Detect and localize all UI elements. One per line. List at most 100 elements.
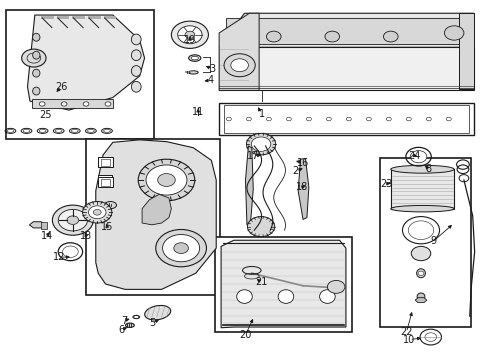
Text: 3: 3: [209, 64, 215, 74]
Circle shape: [52, 205, 93, 235]
Polygon shape: [32, 99, 113, 108]
Ellipse shape: [188, 71, 198, 74]
Circle shape: [266, 31, 281, 42]
Bar: [101, 179, 110, 186]
Bar: [5, 10, 154, 139]
Ellipse shape: [125, 323, 134, 327]
Polygon shape: [219, 13, 259, 90]
Text: 19: 19: [183, 35, 196, 45]
Text: 10: 10: [403, 334, 415, 345]
Circle shape: [251, 137, 270, 151]
Ellipse shape: [278, 290, 293, 303]
Bar: [98, 177, 113, 187]
Text: 26: 26: [55, 82, 68, 92]
Bar: [41, 222, 46, 229]
Ellipse shape: [319, 290, 334, 303]
Ellipse shape: [188, 55, 201, 61]
Circle shape: [444, 26, 463, 40]
Bar: [98, 175, 112, 185]
Text: 6: 6: [118, 325, 124, 335]
Bar: [101, 159, 110, 166]
Ellipse shape: [33, 69, 40, 77]
Circle shape: [83, 102, 89, 106]
Polygon shape: [245, 146, 253, 225]
Polygon shape: [96, 140, 216, 289]
Circle shape: [61, 102, 67, 106]
Text: 12: 12: [53, 252, 65, 262]
Text: 16: 16: [296, 158, 308, 168]
Polygon shape: [29, 222, 45, 228]
Text: 20: 20: [239, 330, 251, 340]
Text: 14: 14: [41, 231, 53, 240]
Circle shape: [247, 217, 274, 237]
Text: 7: 7: [121, 316, 127, 325]
Text: 11: 11: [192, 107, 204, 117]
Text: 21: 21: [255, 277, 267, 287]
Ellipse shape: [131, 34, 141, 45]
Polygon shape: [458, 13, 473, 89]
Text: 9: 9: [430, 236, 436, 246]
Circle shape: [62, 246, 78, 257]
Circle shape: [88, 206, 106, 219]
Text: 2: 2: [292, 166, 298, 176]
Ellipse shape: [131, 66, 141, 76]
Text: 5: 5: [148, 319, 155, 328]
Ellipse shape: [33, 51, 40, 59]
Circle shape: [383, 31, 397, 42]
Ellipse shape: [131, 81, 141, 92]
Text: 4: 4: [207, 75, 213, 85]
Circle shape: [424, 333, 436, 341]
Circle shape: [156, 229, 206, 267]
Circle shape: [246, 134, 275, 155]
Circle shape: [407, 221, 433, 239]
Bar: [98, 157, 112, 167]
Circle shape: [417, 271, 423, 275]
Circle shape: [67, 216, 79, 225]
Bar: [225, 18, 465, 44]
Ellipse shape: [390, 165, 453, 173]
Circle shape: [93, 210, 101, 215]
Polygon shape: [27, 15, 144, 110]
Circle shape: [39, 102, 45, 106]
Circle shape: [146, 165, 186, 195]
Polygon shape: [142, 194, 171, 225]
Polygon shape: [219, 47, 473, 90]
Bar: [379, 158, 470, 327]
Polygon shape: [219, 13, 473, 47]
Circle shape: [177, 26, 202, 44]
Ellipse shape: [390, 206, 453, 212]
Polygon shape: [221, 240, 345, 328]
Circle shape: [325, 31, 339, 42]
Bar: [390, 169, 453, 209]
Circle shape: [171, 21, 208, 48]
Circle shape: [224, 54, 255, 77]
Ellipse shape: [191, 56, 198, 60]
Text: 24: 24: [407, 150, 420, 161]
Text: 8: 8: [425, 164, 431, 174]
Bar: [215, 237, 351, 332]
Ellipse shape: [33, 33, 40, 41]
Circle shape: [173, 243, 188, 253]
Ellipse shape: [236, 290, 252, 303]
Text: 17: 17: [246, 150, 259, 161]
Ellipse shape: [33, 87, 40, 95]
Circle shape: [105, 102, 111, 106]
Ellipse shape: [144, 305, 170, 320]
Polygon shape: [414, 298, 426, 303]
Text: 25: 25: [39, 111, 52, 121]
Ellipse shape: [104, 202, 116, 209]
Text: 23: 23: [380, 179, 392, 189]
Text: 22: 22: [399, 327, 412, 337]
Circle shape: [327, 280, 344, 293]
Text: 1: 1: [258, 109, 264, 119]
Circle shape: [162, 234, 199, 262]
Circle shape: [230, 59, 248, 72]
Text: 18: 18: [295, 182, 307, 192]
Circle shape: [82, 202, 112, 223]
Ellipse shape: [131, 50, 141, 60]
Bar: [98, 157, 113, 167]
Circle shape: [138, 159, 194, 201]
Circle shape: [409, 150, 426, 163]
Bar: [86, 139, 220, 295]
Polygon shape: [298, 158, 308, 220]
